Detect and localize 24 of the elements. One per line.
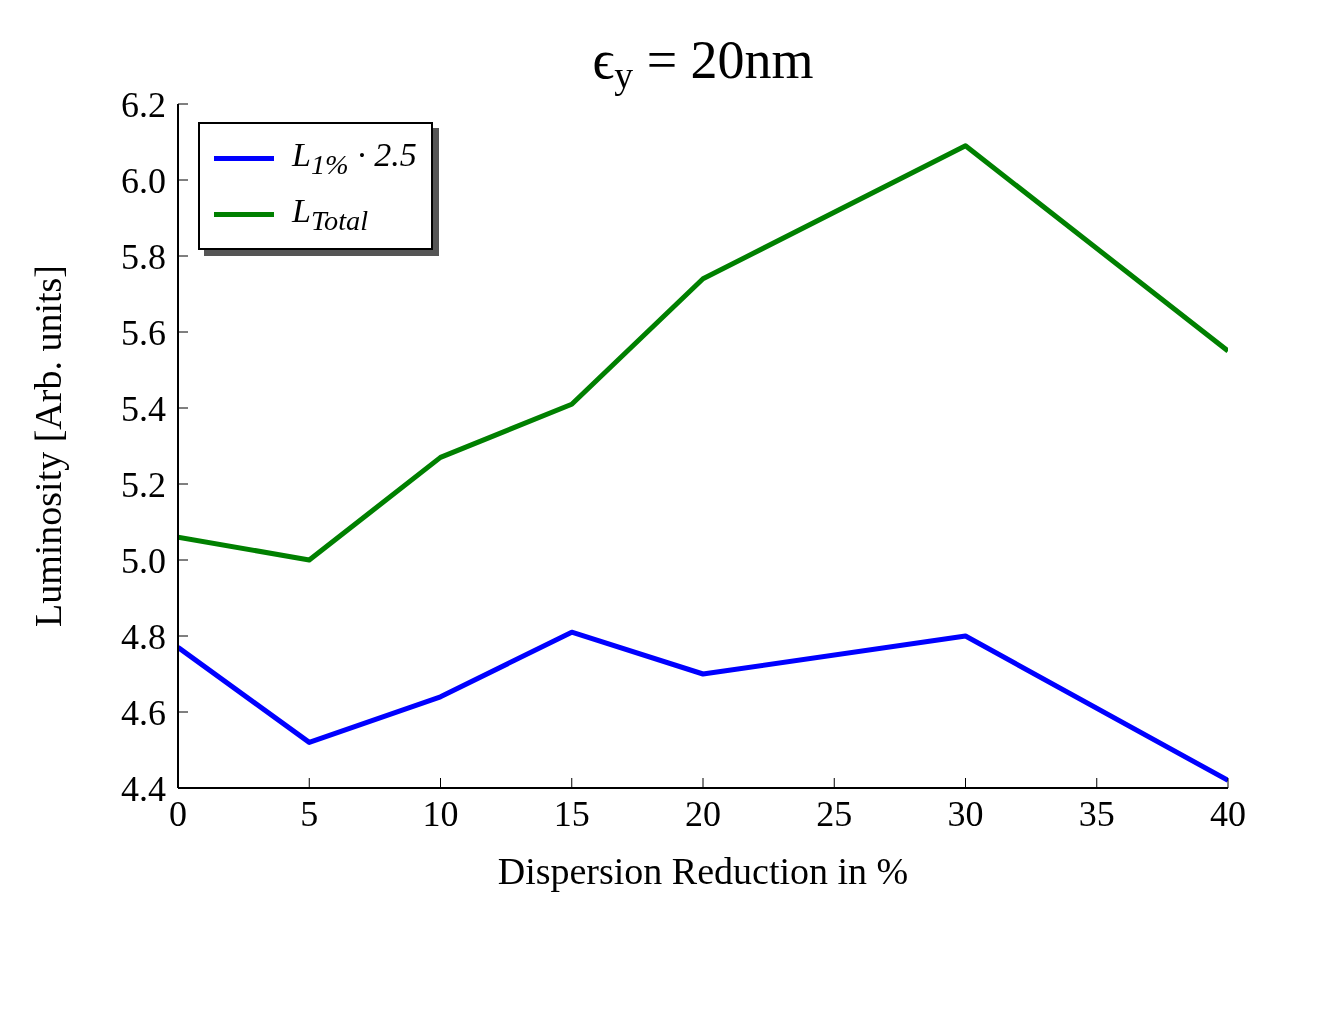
x-tick-label: 30 [947,793,984,834]
y-tick-label: 6.2 [121,84,166,125]
y-tick-label: 5.4 [121,388,166,429]
x-tick-label: 5 [300,793,319,834]
x-tick-label: 15 [553,793,590,834]
x-tick-label: 35 [1078,793,1115,834]
chart-title: ϵ$_{y}$ = 20nm [592,30,814,96]
legend-label: L$_{1%}$ · 2.5 [292,135,417,181]
y-tick-label: 4.4 [121,768,166,809]
y-axis-title: Luminosity [Arb. units] [27,264,70,628]
y-tick-label: 5.2 [121,464,166,505]
x-tick-label: 25 [816,793,853,834]
y-tick-label: 4.8 [121,616,166,657]
x-tick-label: 0 [169,793,187,834]
y-tick-label: 6.0 [121,160,166,201]
y-tick-label: 5.6 [121,312,166,353]
y-tick-label: 5.8 [121,236,166,277]
x-tick-label: 10 [422,793,459,834]
legend-label: L$_{Total}$ [292,191,369,237]
x-tick-label: 20 [685,793,721,834]
y-tick-label: 4.6 [121,692,166,733]
x-tick-label: 40 [1210,793,1246,834]
x-axis-title: Dispersion Reduction in % [497,850,909,892]
y-tick-label: 5.0 [121,540,166,581]
